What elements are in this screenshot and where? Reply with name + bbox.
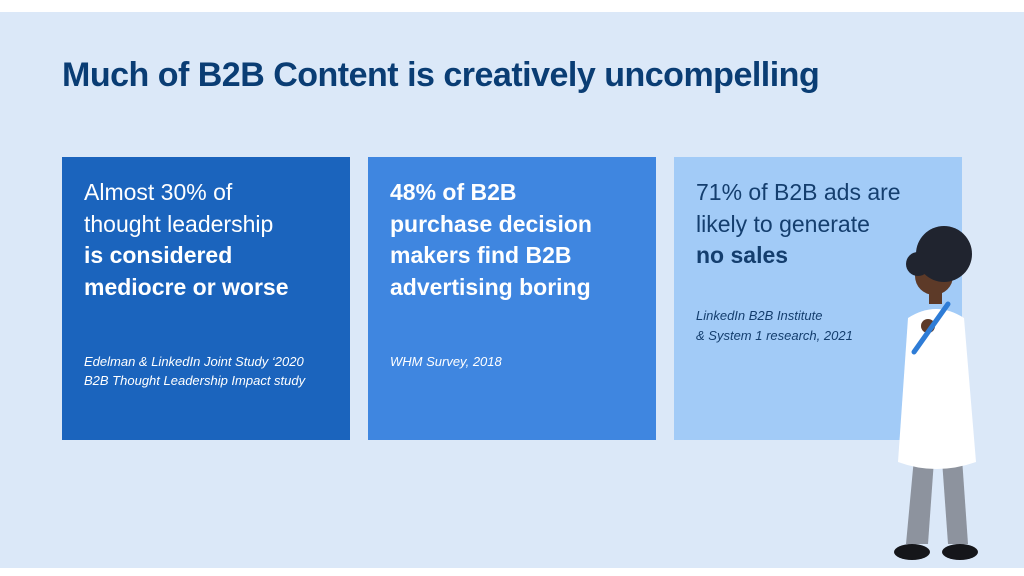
stat-text-bold: no sales bbox=[696, 242, 789, 269]
stat-card-advertising-boring: 48% of B2B purchase decision makers find… bbox=[368, 157, 656, 440]
stat-card-text: 71% of B2B ads are likely to generate no… bbox=[696, 177, 940, 272]
page-margin-bottom bbox=[0, 568, 1024, 576]
stat-card-source: LinkedIn B2B Institute & System 1 resear… bbox=[696, 308, 853, 343]
stat-card-thought-leadership: Almost 30% of thought leadership is cons… bbox=[62, 157, 350, 440]
stat-card-source: WHM Survey, 2018 bbox=[390, 353, 502, 369]
stat-text-regular: Almost 30% of thought leadership bbox=[84, 179, 274, 237]
page-title: Much of B2B Content is creatively uncomp… bbox=[62, 56, 820, 94]
person-illustration-svg bbox=[894, 226, 978, 560]
stat-text-bold: is considered mediocre or worse bbox=[84, 242, 289, 301]
stat-card-text: 48% of B2B purchase decision makers find… bbox=[390, 177, 634, 304]
stat-card-text: Almost 30% of thought leadership is cons… bbox=[84, 177, 328, 304]
person-illustration bbox=[856, 222, 1016, 574]
stat-text-bold: 48% of B2B purchase decision makers find… bbox=[390, 179, 592, 301]
stat-cards: Almost 30% of thought leadership is cons… bbox=[62, 157, 962, 440]
page-margin-top bbox=[0, 0, 1024, 12]
stat-text-regular: 71% of B2B ads are likely to generate bbox=[696, 179, 901, 237]
stat-card-source: Edelman & LinkedIn Joint Study ‘2020 B2B… bbox=[84, 353, 306, 389]
